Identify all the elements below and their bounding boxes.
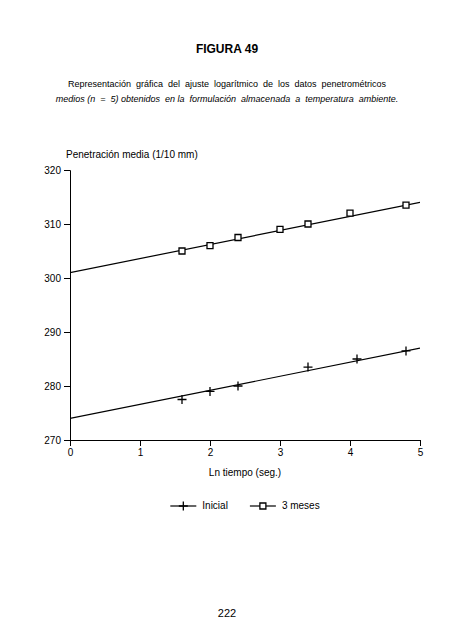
x-axis-label: Ln tiempo (seg.) <box>209 467 281 478</box>
point <box>277 226 283 232</box>
tick: 270 <box>44 435 70 446</box>
legend-label: 3 meses <box>282 500 320 511</box>
tick: 280 <box>44 381 70 392</box>
tick-label: 270 <box>44 435 61 446</box>
title: FIGURA 49 <box>196 42 259 56</box>
point <box>179 248 185 254</box>
tick: 2 <box>208 440 214 458</box>
tick-label: 290 <box>44 327 61 338</box>
tick-label: 310 <box>44 219 61 230</box>
legend-item: Inicial <box>170 500 228 511</box>
point <box>178 395 187 404</box>
tick-mark <box>64 332 70 333</box>
tick-mark <box>64 224 70 225</box>
tick-mark <box>350 440 351 446</box>
tick: 320 <box>44 165 70 176</box>
tick-label: 280 <box>44 381 61 392</box>
point <box>403 202 409 208</box>
annotation: 222 <box>218 607 236 619</box>
tick: 310 <box>44 219 70 230</box>
tick-mark <box>64 278 70 279</box>
tick-label: 0 <box>68 447 74 458</box>
tick-label: 3 <box>278 447 284 458</box>
fit-line <box>70 202 420 272</box>
tick: 300 <box>44 273 70 284</box>
tick-label: 4 <box>348 447 354 458</box>
tick: 3 <box>278 440 284 458</box>
tick: 4 <box>348 440 354 458</box>
point <box>347 210 353 216</box>
tick-mark <box>64 386 70 387</box>
tick-label: 2 <box>208 447 214 458</box>
tick: 290 <box>44 327 70 338</box>
series <box>70 346 420 418</box>
tick-mark <box>64 440 70 441</box>
point <box>234 382 243 391</box>
point <box>353 355 362 364</box>
legend-label: Inicial <box>202 500 228 511</box>
legend-item: 3 meses <box>250 500 320 511</box>
tick-mark <box>64 170 70 171</box>
legend-swatch <box>260 503 266 509</box>
plot: 0 1 2 3 4 5 270 280 290 300 310 320 <box>44 165 423 458</box>
chart: FIGURA 49 Representación gráfica del ajus… <box>0 0 454 640</box>
tick-mark <box>420 440 421 446</box>
legend: Inicial 3 meses <box>170 500 319 511</box>
tick-label: 5 <box>418 447 424 458</box>
tick: 0 <box>68 440 74 458</box>
tick: 5 <box>418 440 424 458</box>
axis-line <box>64 171 71 441</box>
point <box>206 387 215 396</box>
point <box>304 363 313 372</box>
series <box>70 202 420 273</box>
tick-label: 320 <box>44 165 61 176</box>
legend-swatch <box>179 502 188 511</box>
point <box>235 235 241 241</box>
tick-mark <box>140 440 141 446</box>
x-axis: 0 1 2 3 4 5 <box>68 440 424 458</box>
y-axis-label: Penetración media (1/10 mm) <box>66 149 198 160</box>
tick-label: 1 <box>138 447 144 458</box>
point <box>402 346 411 355</box>
tick-mark <box>280 440 281 446</box>
tick: 1 <box>138 440 144 458</box>
axis-line <box>71 441 421 447</box>
marks <box>70 202 420 418</box>
tick-mark <box>210 440 211 446</box>
y-axis: 270 280 290 300 310 320 <box>44 165 70 446</box>
fit-line <box>70 348 420 418</box>
tick-label: 300 <box>44 273 61 284</box>
point <box>305 221 311 227</box>
subtitle: medios (n = 5) obtenidos en la formulaci… <box>56 94 398 104</box>
subtitle: Representación gráfica del ajuste logarí… <box>68 79 387 89</box>
point <box>207 243 213 249</box>
